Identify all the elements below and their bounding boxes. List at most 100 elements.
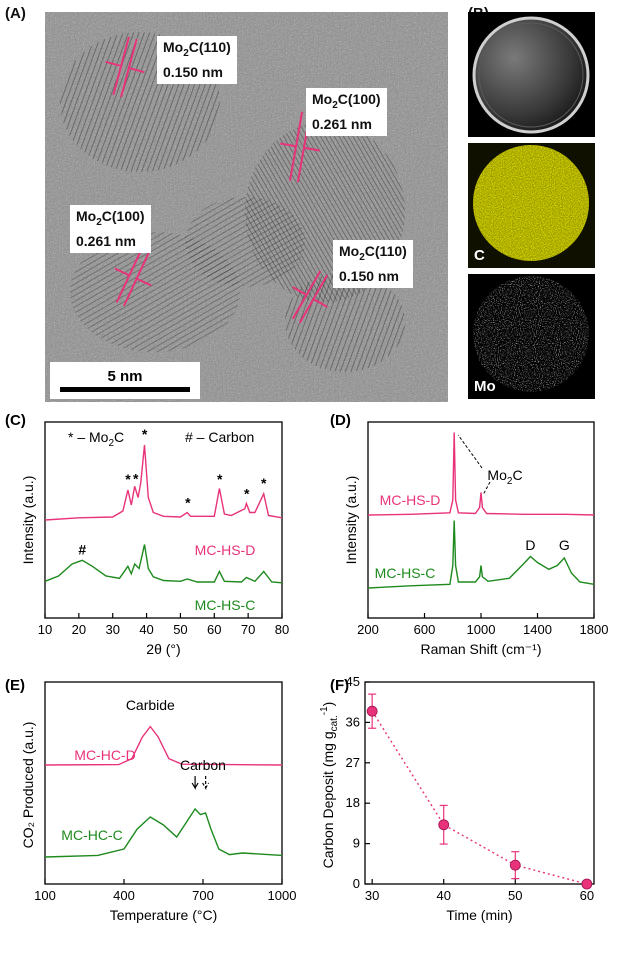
scale-bar	[60, 387, 190, 392]
data-point	[366, 705, 378, 717]
y-tick-label: 36	[346, 714, 360, 729]
peak-mark: *	[217, 471, 223, 487]
x-tick-label: 10	[38, 622, 52, 637]
x-tick-label: 40	[139, 622, 153, 637]
mo2c-annotation: Mo2C	[487, 467, 522, 487]
scale-bar-label: 5 nm	[107, 368, 142, 385]
lattice-marker	[291, 270, 329, 324]
x-tick-label: 60	[580, 888, 594, 903]
data-point	[509, 859, 521, 871]
lattice-line	[123, 251, 151, 307]
annotation-mo2c-100-left: Mo2C(100) 0.261 nm	[70, 205, 151, 253]
chart-carbon-deposit: (F) 30 40 50 60 0 9 18 27 36 45 Time (min) Carbon De…	[319, 674, 595, 923]
annot-rest: C(110)	[188, 39, 231, 55]
x-tick-label: 30	[105, 622, 119, 637]
charts-svg: (C) 10 20 30 40 50 60 70 80 2θ (°) Intensity (a.u.…	[5, 412, 608, 923]
lattice-arrow	[137, 278, 152, 287]
series-line	[44, 807, 283, 858]
x-tick-label: 200	[357, 622, 379, 637]
eds-map-mo: Mo	[468, 274, 595, 399]
dark-field-image	[472, 16, 590, 134]
lattice-marker	[114, 247, 152, 307]
lattice-arrow	[313, 298, 328, 308]
molybdenum-map	[473, 276, 589, 392]
x-tick-label: 50	[508, 888, 522, 903]
plot-frame	[44, 681, 283, 885]
series-line	[44, 725, 283, 766]
series-line	[367, 520, 595, 589]
x-axis-label: Time (min)	[446, 907, 512, 923]
lattice-arrow	[304, 146, 320, 152]
data-point	[438, 819, 450, 831]
panel-a-letter: (A)	[5, 5, 26, 22]
annot-rest: C(110)	[364, 243, 407, 259]
annot-spacing: 0.261 nm	[76, 232, 136, 249]
series-label: MC-HS-D	[195, 542, 256, 558]
y-axis-label: Carbon Deposit (mg gcat.-1)	[319, 702, 340, 869]
peak-mark: *	[261, 475, 267, 491]
x-axis-label: Raman Shift (cm⁻¹)	[421, 641, 542, 657]
map-label-c: C	[474, 247, 485, 264]
data-point	[581, 878, 593, 890]
annot-spacing: 0.261 nm	[312, 115, 372, 132]
series-line	[44, 544, 283, 584]
y-tick-label: 9	[353, 836, 360, 851]
carbon-annotation: Carbon	[180, 757, 226, 773]
lattice-arrow	[129, 67, 145, 74]
annotation-mo2c-110-bottom: Mo2C(110) 0.150 nm	[333, 240, 413, 288]
x-tick-label: 700	[192, 888, 214, 903]
y-axis-label: CO₂ Produced (a.u.)	[20, 722, 36, 849]
x-tick-label: 400	[113, 888, 135, 903]
lattice-line	[291, 270, 322, 320]
lattice-line	[298, 274, 329, 324]
y-axis-label: Intensity (a.u.)	[343, 476, 359, 565]
peak-mark: *	[125, 471, 131, 487]
x-tick-label: 60	[207, 622, 221, 637]
plot-frame	[367, 421, 595, 619]
x-tick-label: 1000	[268, 888, 297, 903]
lattice-arrow	[280, 142, 296, 148]
band-label: D	[525, 537, 535, 553]
annot-rest: C(100)	[101, 208, 145, 224]
carbide-annotation: Carbide	[126, 697, 175, 713]
legend-carbon: # – Carbon	[185, 429, 254, 445]
chart-xrd: (C) 10 20 30 40 50 60 70 80 2θ (°) Intensity (a.u.…	[5, 412, 289, 657]
chart-tpo: (E) 100 400 700 1000 Temperature (°C) CO₂ Prod…	[5, 677, 296, 923]
series-label: MC-HC-C	[61, 827, 122, 843]
scale-bar-box	[50, 362, 200, 399]
series-line	[44, 444, 283, 521]
x-tick-label: 70	[241, 622, 255, 637]
plot-frame	[364, 681, 595, 885]
annot-sub: 2	[183, 47, 189, 59]
x-axis-label: 2θ (°)	[146, 641, 180, 657]
y-tick-label: 18	[346, 795, 360, 810]
series-label: MC-HS-C	[195, 597, 256, 613]
chart-raman: (D) 200 600 1000 1400 1800 Raman Shift (cm⁻¹) I…	[330, 412, 608, 657]
lattice-arrow	[105, 60, 121, 67]
annot-base: Mo	[163, 39, 184, 55]
x-tick-label: 600	[414, 622, 436, 637]
pointer-line	[457, 434, 483, 469]
x-tick-label: 1800	[580, 622, 609, 637]
lattice-line	[288, 111, 304, 181]
eds-map-image	[468, 12, 595, 137]
x-tick-label: 100	[34, 888, 56, 903]
y-tick-label: 45	[346, 674, 360, 689]
series-label: MC-HC-D	[74, 747, 135, 763]
x-tick-label: 30	[365, 888, 379, 903]
x-tick-label: 40	[436, 888, 450, 903]
annotation-mo2c-100-right: Mo2C(100) 0.261 nm	[306, 88, 387, 136]
peak-mark: #	[78, 541, 86, 557]
lattice-line	[112, 36, 130, 96]
trend-line	[371, 710, 587, 885]
x-tick-label: 20	[72, 622, 86, 637]
series-label: MC-HS-C	[375, 565, 436, 581]
panel-letter: (D)	[330, 412, 351, 429]
lattice-line	[120, 38, 138, 98]
legend-mo2c: * – Mo2C	[68, 429, 124, 449]
eds-map-c: C	[468, 143, 595, 268]
panel-letter: (E)	[5, 677, 25, 694]
peak-mark: *	[142, 426, 148, 442]
x-tick-label: 1000	[467, 622, 496, 637]
carbon-map	[473, 145, 589, 261]
